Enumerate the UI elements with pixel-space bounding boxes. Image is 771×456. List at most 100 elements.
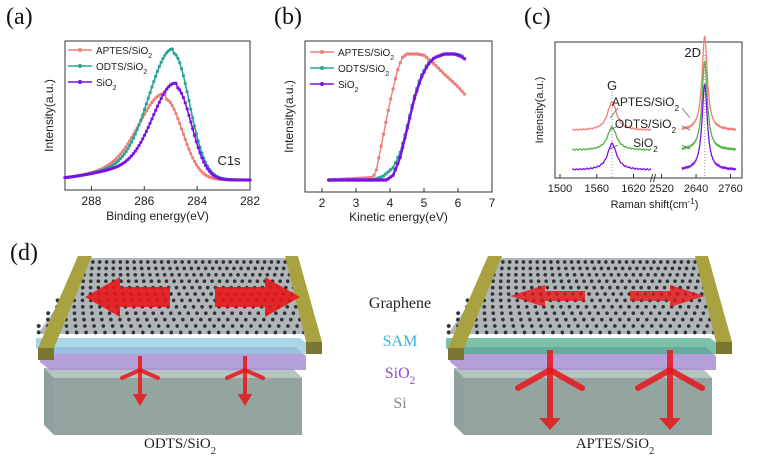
carbon-atom [196,298,201,303]
data-point-a [202,160,206,164]
carbon-atom [238,310,244,316]
carbon-atom [612,323,618,329]
data-point-b [379,144,383,148]
data-point-a [183,101,187,105]
legend-entry-b: APTES/SiO2 [338,48,394,62]
data-point-a [191,116,195,120]
carbon-atom [455,317,461,322]
data-point-b [341,178,345,182]
carbon-atom [490,298,495,303]
carbon-atom [639,310,645,316]
data-point-b [448,77,452,82]
peak-label-g: G [607,78,617,93]
carbon-atom [613,266,618,271]
carbon-atom [82,323,88,329]
carbon-atom [609,304,615,310]
carbon-atom [528,278,534,284]
carbon-atom [96,278,101,284]
carbon-atom [446,323,452,329]
legend-entry-a-sub: 2 [113,85,117,92]
carbon-atom [660,272,665,278]
carbon-atom [529,323,535,329]
data-point-a [163,90,167,94]
carbon-atom [556,266,562,271]
carbon-atom [149,278,154,284]
data-point-a [144,102,148,106]
legend-entry-b-main: SiO [338,80,355,91]
carbon-atom [102,330,108,335]
carbon-atom [91,323,97,329]
carbon-atom [208,291,214,297]
carbon-atom [616,272,621,278]
carbon-atom [581,317,587,322]
carbon-atom [206,330,212,335]
carbon-atom [200,259,206,265]
data-point-b [443,52,448,56]
panel-label-d: (d) [10,240,38,266]
carbon-atom [601,272,607,278]
heat-arrow-right [630,285,705,307]
data-point-a [135,146,139,151]
carbon-atom [474,330,480,335]
carbon-atom [541,259,547,265]
carbon-atom [279,272,285,278]
series-b-SiO2 [327,52,467,182]
carbon-atom [138,259,144,265]
data-point-a [122,152,126,156]
carbon-atom [589,278,594,284]
data-point-b [458,86,462,91]
data-point-b [455,84,460,88]
carbon-atom [594,272,599,278]
carbon-atom [572,272,577,278]
carbon-atom [648,310,654,316]
carbon-atom [186,278,192,284]
carbon-atom [675,272,680,278]
carbon-atom [673,330,679,335]
carbon-atom [638,285,644,290]
x-axis-label-c-sup: -1 [688,197,696,206]
carbon-atom [239,278,245,284]
carbon-atom [575,304,581,310]
data-point-b [400,55,405,59]
panel-label-a: (a) [6,4,33,30]
series-line-c-2d [681,59,737,152]
carbon-atom [618,291,624,297]
data-point-a [183,81,187,86]
carbon-atom [196,266,201,271]
label-pointer-c [609,125,619,131]
carbon-atom [169,272,175,278]
carbon-atom [513,272,519,278]
carbon-atom [490,310,496,316]
carbon-atom [159,310,165,316]
carbon-atom [288,317,294,322]
carbon-atom [572,317,578,322]
carbon-atom [224,278,230,284]
heat-arrow-diag [120,368,142,380]
left-electrode-side [448,348,464,360]
label-graphene: Graphene [369,295,431,312]
data-point-a [170,47,174,51]
carbon-atom [584,266,590,271]
carbon-atom [566,323,572,329]
carbon-atom [579,272,585,278]
carbon-atom [184,272,189,278]
data-point-b [388,175,393,179]
series-line-c-g [572,100,652,131]
carbon-atom [683,330,688,335]
carbon-atom [563,317,569,322]
carbon-atom [498,304,504,310]
data-point-b [450,80,455,84]
series-label-c-main: ODTS/SiO [615,117,672,131]
carbon-atom [98,310,104,316]
series-label-c-main: SiO [633,136,653,150]
carbon-atom [589,259,595,265]
data-point-a [189,152,193,156]
carbon-atom [578,310,584,316]
carbon-atom [687,278,693,284]
data-point-b [412,52,417,56]
carbon-atom [653,272,658,278]
carbon-atom [634,266,640,271]
carbon-atom [657,310,662,316]
data-point-a [150,100,154,105]
